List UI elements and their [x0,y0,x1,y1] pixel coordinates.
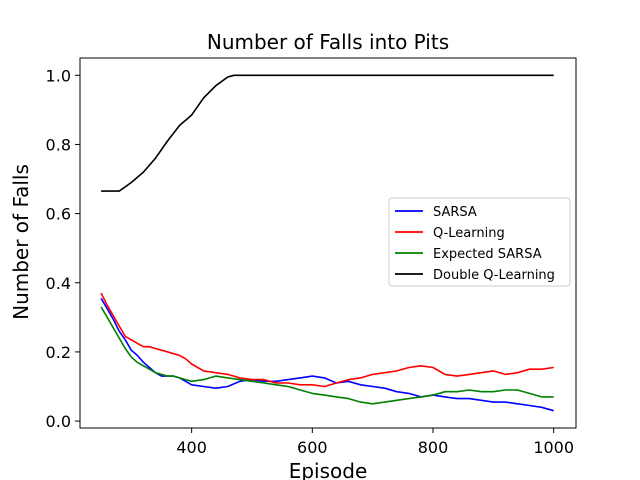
legend-label-expected-sarsa: Expected SARSA [433,247,542,262]
legend: SARSA Q-Learning Expected SARSA Double Q-Le… [388,197,571,287]
y-tick-label: 1.0 [46,66,71,85]
legend-label-q-learning: Q-Learning [433,226,505,241]
y-axis-title: Number of Falls [9,164,33,320]
x-tick-label: 600 [297,438,328,457]
series-line-double-q-learning [101,74,554,192]
y-tick-label: 0.6 [46,205,71,224]
y-tick-label: 0.0 [46,412,71,431]
series-line-sarsa [100,297,554,412]
y-tick-label: 0.4 [46,274,71,293]
legend-box [388,197,571,287]
legend-label-sarsa: SARSA [433,205,477,220]
x-tick-label: 800 [418,438,449,457]
x-tick-label: 400 [176,438,207,457]
plot-frame [79,57,577,429]
series-line-expected-sarsa [100,306,554,405]
series-line-q-learning [100,292,554,388]
y-tick-label: 0.2 [46,343,71,362]
chart-title: Number of Falls into Pits [207,30,449,54]
x-tick-label: 1000 [533,438,574,457]
y-tick-label: 0.8 [46,135,71,154]
x-axis-title: Episode [289,459,368,480]
legend-label-double-q-learning: Double Q-Learning [433,268,555,283]
